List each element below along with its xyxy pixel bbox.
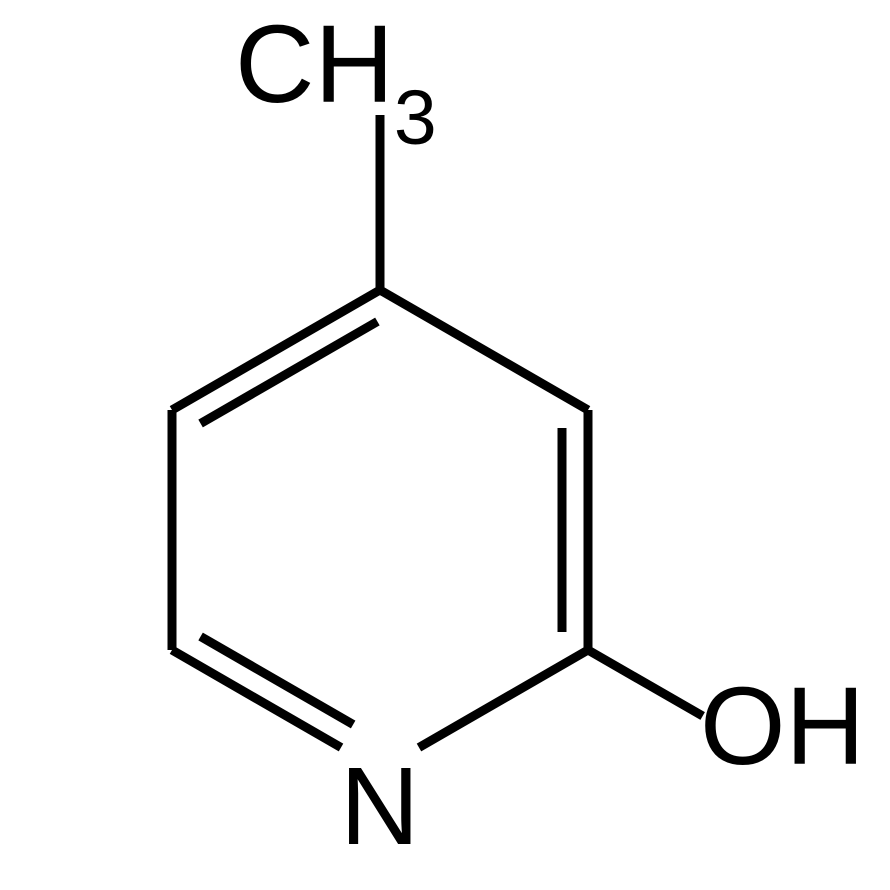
hydroxyl-text: OH [700, 665, 865, 788]
nitrogen-text: N [340, 745, 419, 868]
nitrogen-label: N [340, 752, 419, 862]
methyl-subscript: 3 [394, 75, 437, 161]
molecule-canvas: CH3 N OH [0, 0, 890, 890]
methyl-text: CH [235, 3, 394, 126]
methyl-label: CH3 [235, 10, 437, 138]
hydroxyl-label: OH [700, 672, 865, 782]
